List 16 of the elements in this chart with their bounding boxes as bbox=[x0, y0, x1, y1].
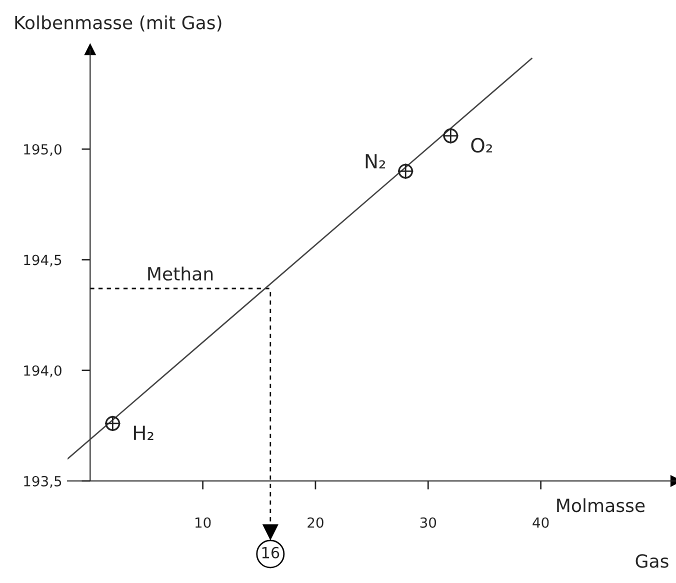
y-axis-title: Kolbenmasse (mit Gas) bbox=[15, 15, 222, 32]
y-tick-label: 194,5 bbox=[24, 254, 62, 267]
annotation: N₂ bbox=[366, 154, 386, 168]
ref-line-label: Methan bbox=[148, 266, 213, 281]
x-tick-label: 20 bbox=[308, 517, 324, 528]
x-axis-title: Molmasse bbox=[557, 498, 645, 512]
x-tick-label: 10 bbox=[195, 517, 211, 528]
text: Gas bbox=[636, 554, 668, 568]
x-tick-label: 30 bbox=[420, 517, 436, 528]
y-tick-label: 195,0 bbox=[24, 144, 62, 156]
x-tick-label: 40 bbox=[532, 517, 549, 528]
annotation: H₂ bbox=[134, 426, 154, 440]
annotation: O₂ bbox=[471, 138, 492, 153]
ref-line-label: 16 bbox=[262, 546, 280, 558]
y-tick-label: 193,5 bbox=[24, 476, 62, 488]
y-tick-label: 194,0 bbox=[24, 365, 62, 378]
